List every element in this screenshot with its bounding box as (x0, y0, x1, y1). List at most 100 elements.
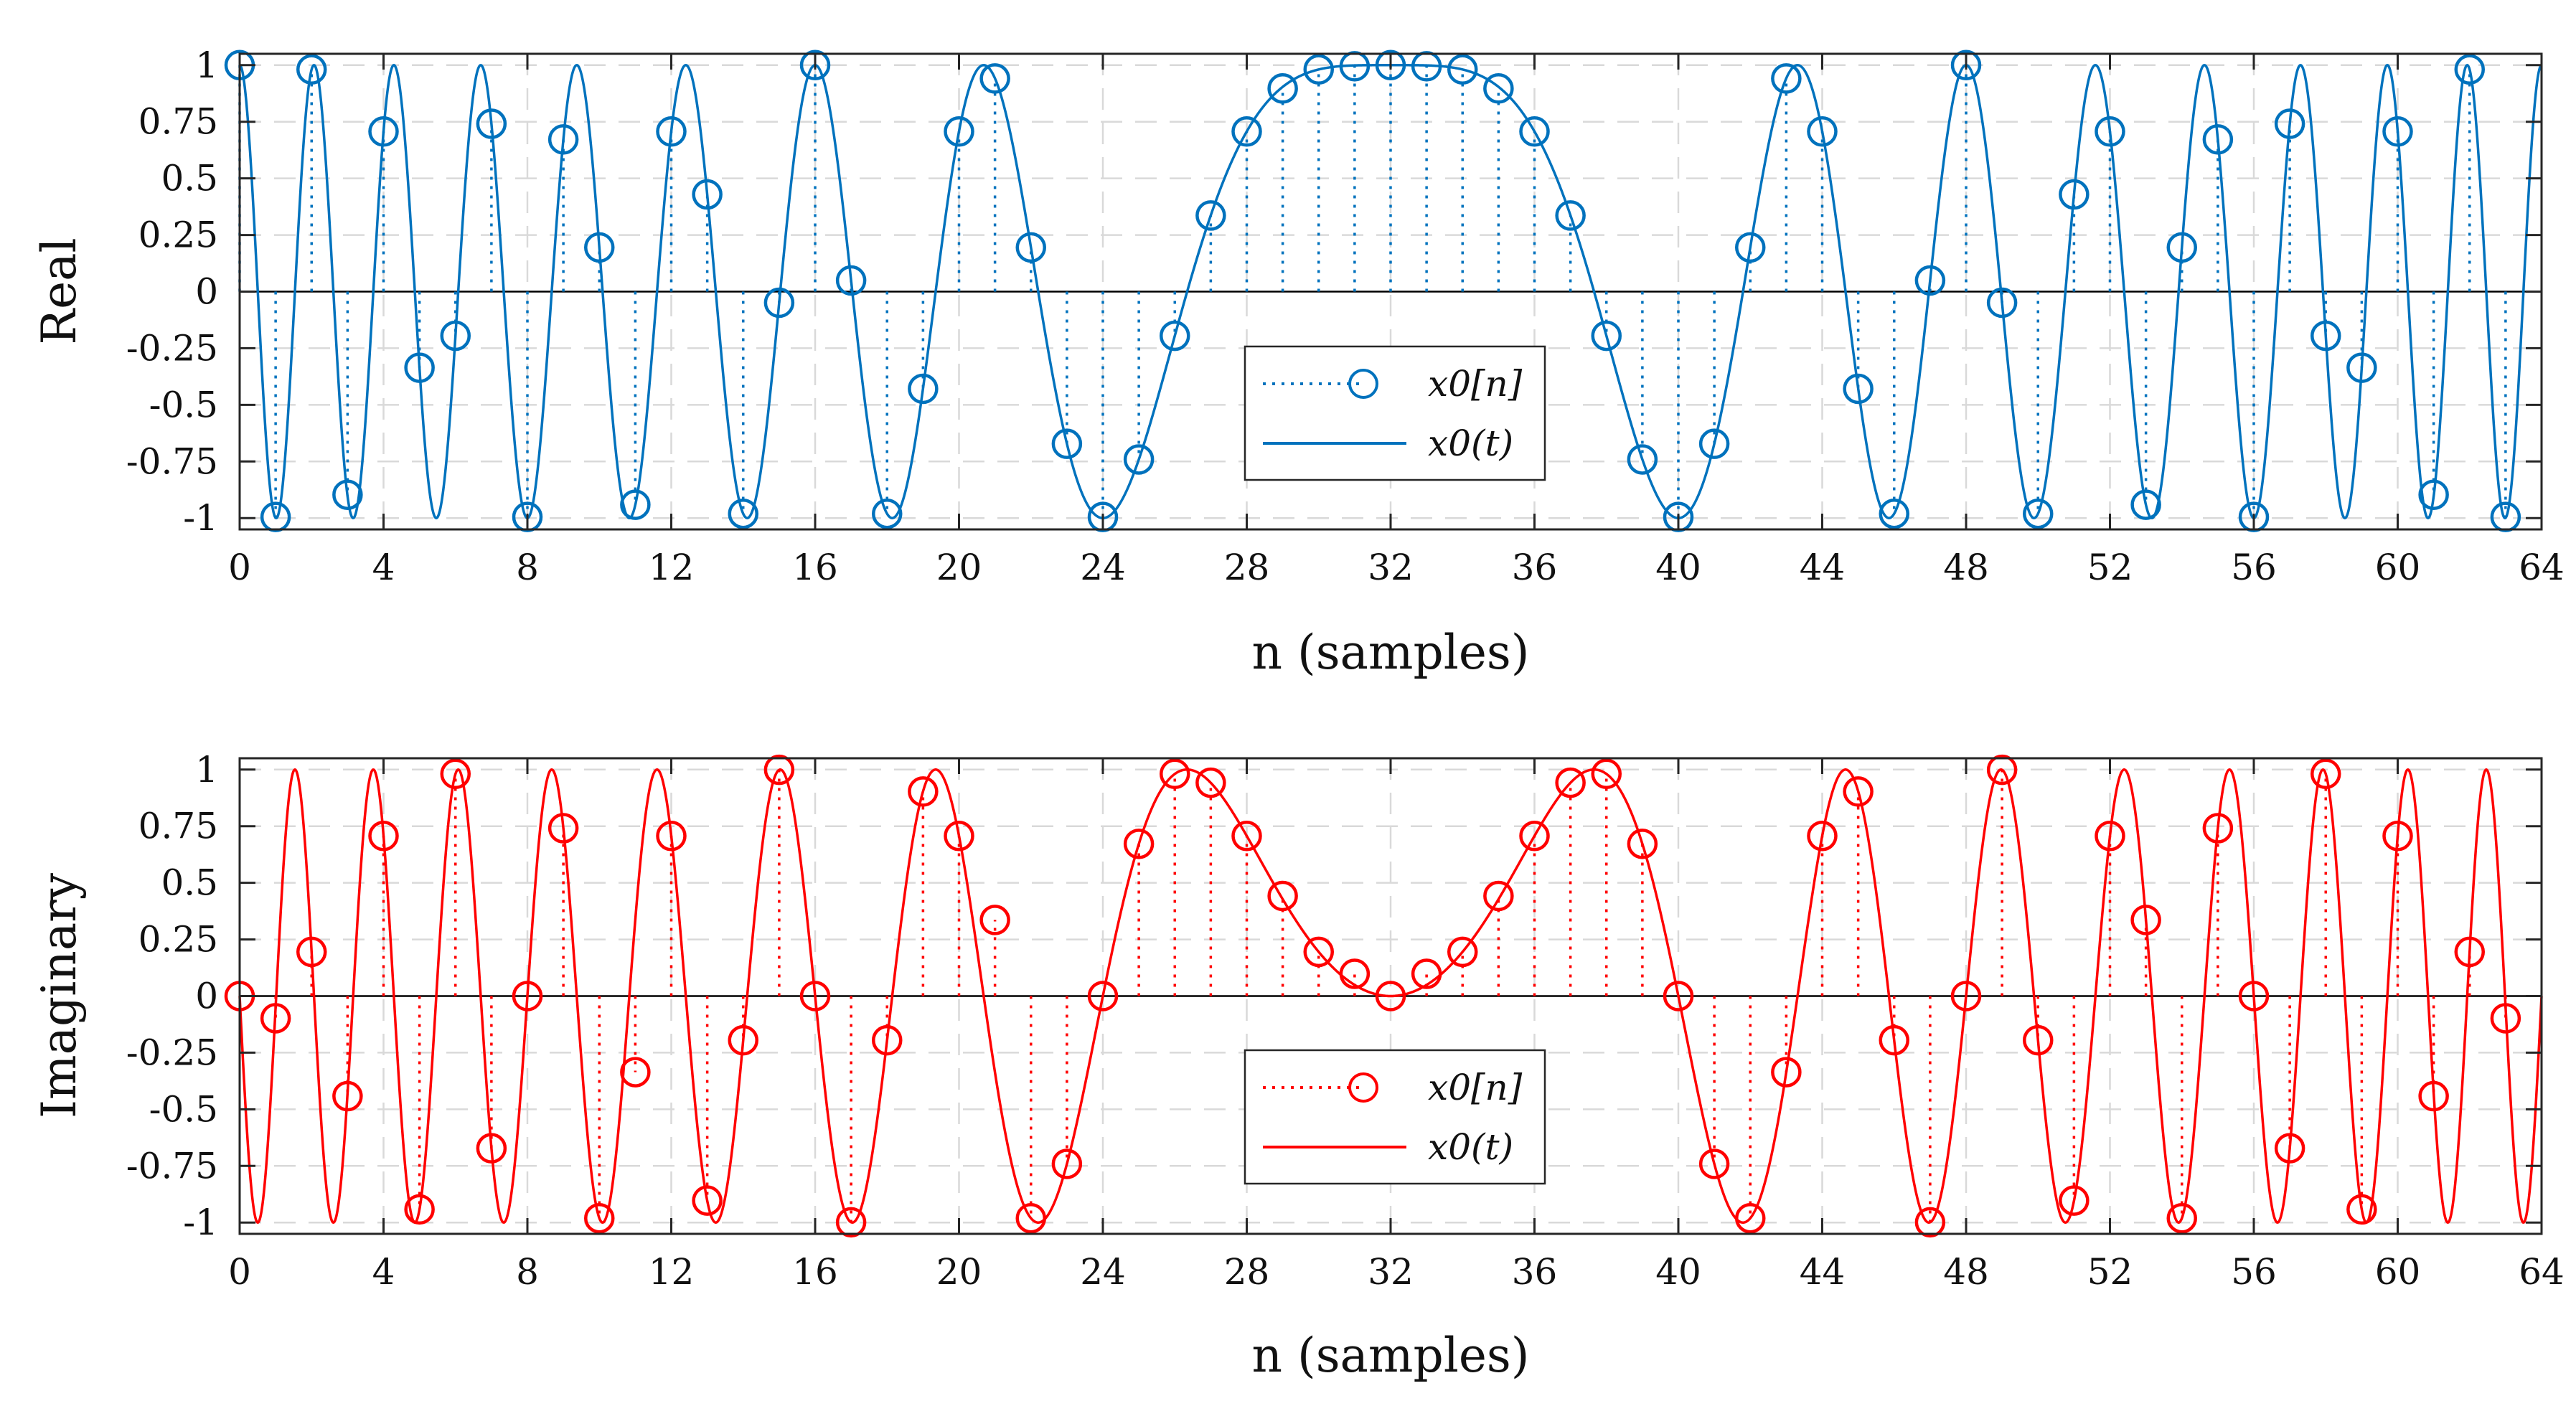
real-y-tick-label: -1 (183, 497, 218, 539)
real-legend-label-continuous: x0(t) (1428, 423, 1513, 464)
real-legend-label-samples: x0[n] (1428, 363, 1523, 405)
imaginary-stem-marker (2490, 1003, 2521, 1034)
imaginary-stem-marker (2023, 1024, 2054, 1056)
imaginary-y-axis-label: Imaginary (32, 872, 87, 1118)
imaginary-subplot: 0 4 8 12 16 20 24 28 32 36 40 44 48 52 56 60 64 10.750.5… (32, 749, 2565, 1383)
imaginary-stem-marker (1807, 821, 1838, 852)
real-stem-marker (2095, 116, 2125, 147)
real-y-ticks: 1 0.75 0.5 0.25 0 -0.25 -0.5 -0.75 -1 (126, 44, 2542, 539)
real-stem-marker (1950, 49, 1982, 81)
real-stem-marker (908, 373, 939, 405)
imaginary-stem-marker (584, 1202, 615, 1234)
imaginary-x-tick-label: 8 (516, 1251, 539, 1293)
imaginary-stem-marker (260, 1003, 291, 1034)
imaginary-x-tick-label: 28 (1224, 1251, 1270, 1293)
imaginary-stem-marker (296, 936, 327, 968)
real-stem-marker (440, 320, 471, 352)
real-stem-marker (2311, 320, 2341, 352)
imaginary-stem-marker (2418, 1080, 2449, 1112)
imaginary-stem-marker (908, 776, 939, 807)
real-x-tick-label: 56 (2231, 547, 2277, 588)
imaginary-stem-marker (332, 1080, 363, 1112)
imaginary-stem-marker (1447, 936, 1478, 968)
imaginary-x-tick-label: 36 (1512, 1251, 1558, 1293)
imaginary-stem-marker (547, 813, 579, 844)
imaginary-x-tick-label: 48 (1943, 1251, 1989, 1293)
imaginary-y-tick-label: 0.25 (138, 919, 218, 961)
real-stem-marker (1591, 320, 1622, 352)
real-stem-marker (332, 479, 363, 510)
imaginary-stem-marker (1015, 1202, 1046, 1234)
real-stem-marker (872, 498, 903, 529)
imaginary-stem-marker (1771, 1057, 1802, 1088)
real-x-ticks: 0 4 8 12 16 20 24 28 32 36 40 44 48 52 56 60 64 (228, 54, 2565, 588)
imaginary-stem-marker (404, 1194, 435, 1225)
imaginary-legend-label-continuous: x0(t) (1428, 1126, 1513, 1168)
real-stem-marker (512, 501, 543, 532)
imaginary-stem-marker (799, 981, 831, 1011)
imaginary-stem-marker (1267, 880, 1298, 912)
imaginary-stem-marker (1914, 1207, 1946, 1238)
real-legend: x0[n] x0(t) (1244, 345, 1546, 481)
imaginary-stem-marker (1087, 981, 1119, 1011)
real-stem-marker (1375, 49, 1406, 81)
real-stem-marker (584, 232, 615, 263)
imaginary-stem-marker (1303, 936, 1334, 968)
real-x-tick-label: 28 (1224, 547, 1270, 588)
real-stem-marker (1807, 116, 1838, 147)
real-stem-marker (2346, 352, 2377, 383)
real-x-tick-label: 36 (1512, 547, 1558, 588)
imaginary-stem-marker (1519, 821, 1550, 852)
imaginary-stem-marker (1123, 829, 1155, 859)
real-x-tick-label: 60 (2375, 547, 2421, 588)
imaginary-legend-marker-icon (1348, 1072, 1378, 1103)
real-legend-marker-icon (1348, 369, 1378, 399)
real-legend-box (1244, 345, 1546, 481)
real-x-tick-label: 8 (516, 547, 539, 588)
real-y-tick-label: -0.5 (149, 384, 218, 425)
imaginary-legend-box (1244, 1049, 1546, 1185)
real-stem-marker (2166, 232, 2197, 263)
real-x-tick-label: 12 (649, 547, 695, 588)
imaginary-x-tick-label: 24 (1080, 1251, 1126, 1293)
real-x-tick-label: 4 (372, 547, 395, 588)
imaginary-x-tick-label: 40 (1655, 1251, 1701, 1293)
imaginary-y-tick-label: -0.25 (126, 1032, 218, 1073)
imaginary-stem-marker (1843, 776, 1874, 807)
real-stem-marker (2490, 501, 2521, 532)
real-stem-marker (1087, 501, 1119, 532)
real-stem-marker (763, 287, 795, 319)
imaginary-stem-marker (2454, 936, 2485, 968)
real-stem-marker (1698, 428, 1730, 459)
real-stem-marker (1015, 232, 1046, 263)
real-stem-marker (368, 116, 399, 147)
imaginary-stem-marker (2166, 1202, 2197, 1234)
imaginary-stem-marker (1375, 981, 1406, 1011)
imaginary-stem-marker (2346, 1194, 2377, 1225)
imaginary-x-tick-label: 60 (2375, 1251, 2421, 1293)
imaginary-stem-marker (2382, 821, 2413, 852)
imaginary-stem-marker (1231, 821, 1262, 852)
imaginary-y-tick-label: -1 (183, 1202, 218, 1243)
imaginary-stem-series (224, 754, 2521, 1238)
imaginary-y-tick-label: 0.5 (161, 862, 218, 904)
imaginary-stem-marker (2238, 981, 2270, 1011)
real-stem-marker (1339, 51, 1371, 82)
real-stem-marker (2023, 498, 2054, 529)
imaginary-stem-marker (1339, 958, 1371, 989)
real-stem-marker (1986, 287, 2018, 319)
imaginary-stem-marker (1051, 1148, 1083, 1179)
real-stem-marker (1411, 51, 1442, 82)
real-y-tick-label: 0.25 (138, 214, 218, 256)
imaginary-stem-marker (440, 758, 471, 790)
imaginary-stem-marker (2274, 1133, 2305, 1164)
real-x-tick-label: 52 (2087, 547, 2133, 588)
imaginary-x-tick-label: 16 (792, 1251, 838, 1293)
real-stem-marker (260, 501, 291, 532)
real-stem-marker (1195, 200, 1226, 231)
real-y-tick-label: -0.75 (126, 440, 218, 482)
imaginary-legend: x0[n] x0(t) (1244, 1049, 1546, 1185)
real-stem-marker (620, 489, 651, 520)
imaginary-y-tick-label: 1 (195, 749, 218, 791)
